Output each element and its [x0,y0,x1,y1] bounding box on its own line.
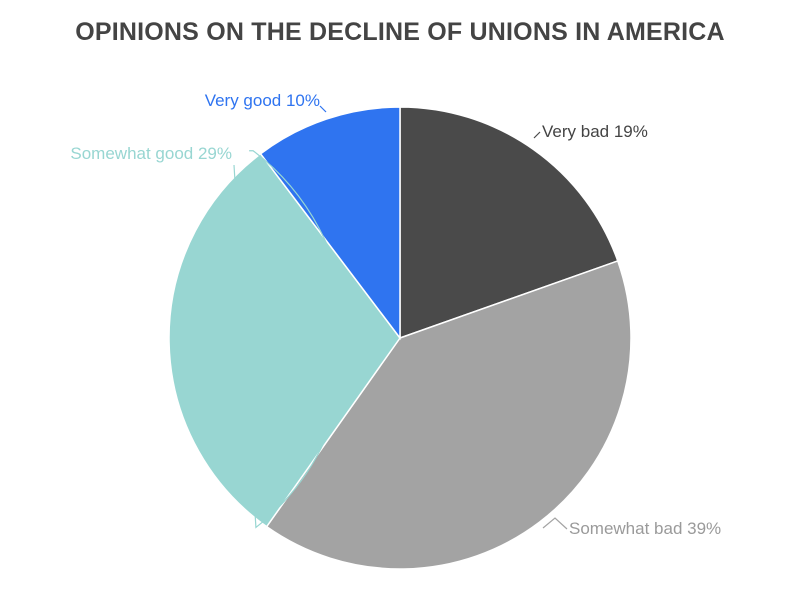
pie-slice-somewhat-good [168,152,401,528]
leader-line-very-bad [533,131,541,139]
pie-slice-very-bad [399,106,619,340]
pie-slice-somewhat-bad [265,259,632,570]
pie-slices [168,106,632,570]
leader-line-somewhat-good [233,150,348,529]
slice-label-very-good: Very good 10% [205,91,320,110]
slice-label-very-bad: Very bad 19% [542,122,648,141]
leader-line-somewhat-bad [542,517,568,530]
slice-label-somewhat-bad: Somewhat bad 39% [569,519,721,538]
leader-lines [233,105,568,530]
slice-labels: Very bad 19% Somewhat bad 39% Somewhat goo… [70,91,721,538]
leader-line-very-good [319,105,327,113]
slice-label-somewhat-good: Somewhat good 29% [70,144,232,163]
chart-title: OPINIONS ON THE DECLINE OF UNIONS IN AME… [75,18,725,46]
pie-slice-very-good [259,106,401,341]
